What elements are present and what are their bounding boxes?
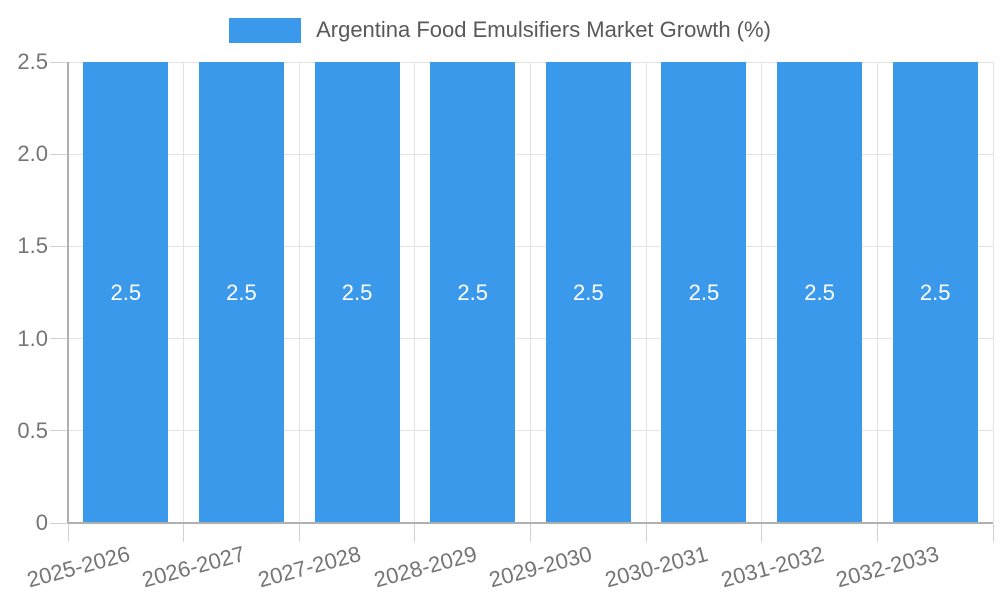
bar-value-label: 2.5 [919,279,951,305]
bar-2027-2028[interactable] [314,62,400,523]
y-axis-tick-label: 2.5 [17,49,48,74]
gridline-vertical [530,62,531,523]
bar-value-label: 2.5 [110,279,142,305]
x-axis-line [68,522,993,524]
bar-value-label: 2.5 [688,279,720,305]
x-axis-tick [67,524,69,542]
gridline-vertical [183,62,185,523]
x-axis-tick [414,524,416,542]
x-axis-tick [298,524,300,542]
gridline-vertical [645,62,647,523]
x-axis-tick [761,524,763,542]
gridline-vertical [761,62,763,523]
bar-value-label: 2.5 [804,279,835,305]
x-axis-tick [183,524,185,542]
x-axis-tick [530,524,531,542]
gridline-vertical [876,62,878,523]
y-axis-tick [50,245,68,247]
y-axis-tick-label: 2.0 [17,141,48,167]
y-axis-tick [50,61,68,63]
bar-value-label: 2.5 [226,279,257,305]
y-axis-tick [50,338,68,340]
y-axis-tick-label: 1.0 [17,325,48,351]
y-axis-tick-label: 0.5 [17,417,48,443]
bar-2026-2027[interactable] [198,62,284,523]
gridline-vertical [992,62,994,523]
bar-value-label: 2.5 [341,279,373,305]
bar-2029-2030[interactable] [545,62,631,523]
x-axis-tick [876,524,878,542]
x-axis-tick [645,524,647,542]
bar-2025-2026[interactable] [83,62,169,523]
y-axis-tick [50,430,68,432]
y-axis-tick-label: 1.5 [17,233,48,259]
bar-value-label: 2.5 [457,279,488,305]
y-axis-tick [50,522,68,524]
bar-2028-2029[interactable] [430,62,516,523]
gridline-vertical [414,62,416,523]
bar-value-label: 2.5 [573,279,604,305]
y-axis-tick-label: 0 [35,510,48,535]
y-axis-line [67,62,69,523]
legend-label: Argentina Food Emulsifiers Market Growth… [316,17,771,42]
bar-2031-2032[interactable] [777,62,863,523]
gridline-vertical [298,62,300,523]
x-axis-tick [992,524,994,542]
bar-2032-2033[interactable] [892,62,978,523]
y-axis-tick [50,153,68,155]
legend[interactable]: Argentina Food Emulsifiers Market Growth… [0,17,1000,43]
bar-2030-2031[interactable] [661,62,747,523]
legend-swatch [229,17,302,43]
